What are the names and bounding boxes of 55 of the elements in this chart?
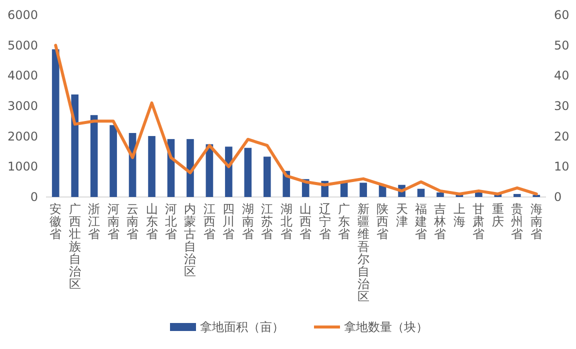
- x-tick-label: 重庆: [492, 202, 504, 228]
- bar: [417, 188, 425, 197]
- x-tick-label: 贵州省: [511, 202, 524, 241]
- x-tick-label: 四川省: [222, 202, 235, 241]
- x-tick-label: 云南省: [126, 202, 139, 241]
- bar: [264, 156, 271, 197]
- bar: [148, 136, 156, 197]
- y-tick-label: 5000: [7, 38, 38, 52]
- bar: [436, 192, 444, 197]
- x-tick-label: 上海: [453, 202, 466, 228]
- bar: [52, 49, 60, 197]
- x-tick-label: 天津: [396, 202, 408, 228]
- y2-tick-label: 40: [554, 68, 570, 83]
- x-tick-label: 山东省: [146, 202, 158, 241]
- y-tick-label: 0: [30, 190, 38, 204]
- x-tick-label: 江西省: [203, 202, 216, 241]
- x-tick-label: 湖南省: [242, 202, 254, 241]
- y2-tick-label: 10: [554, 160, 570, 174]
- x-tick-label: 新疆维吾尔自治区: [357, 202, 370, 304]
- x-tick-label: 河北省: [165, 202, 177, 241]
- x-tick-label: 福建省: [414, 202, 427, 241]
- bar: [186, 139, 194, 197]
- x-tick-label: 湖北省: [280, 202, 292, 241]
- x-tick-label: 甘肃省: [472, 202, 485, 241]
- y2-tick-label: 30: [554, 99, 570, 113]
- y-tick-label: 1000: [7, 160, 38, 174]
- legend-label: 拿地数量（块）: [344, 320, 428, 334]
- y-tick-label: 3000: [7, 99, 38, 113]
- x-tick-label: 陕西省: [376, 202, 389, 241]
- bar: [225, 146, 232, 197]
- x-tick-label: 河南省: [107, 202, 120, 241]
- bar: [90, 115, 98, 197]
- x-tick-label: 山西省: [300, 202, 312, 241]
- x-tick-label: 江苏省: [261, 202, 274, 241]
- x-tick-label: 吉林省: [433, 202, 446, 241]
- x-tick-label: 广西壮族自治区: [68, 202, 81, 291]
- legend-label: 拿地面积（亩）: [200, 320, 284, 334]
- y2-tick-label: 0: [554, 190, 562, 204]
- y2-tick-label: 20: [554, 129, 570, 144]
- x-tick-label: 广东省: [338, 202, 350, 241]
- bar: [360, 182, 367, 197]
- y-tick-label: 4000: [7, 68, 38, 83]
- y-tick-label: 2000: [7, 129, 38, 144]
- x-tick-label: 辽宁省: [318, 202, 331, 241]
- bar: [244, 148, 252, 197]
- bar: [71, 94, 78, 197]
- y2-tick-label: 60: [554, 8, 570, 22]
- y-tick-label: 6000: [7, 8, 38, 22]
- y2-tick-label: 50: [554, 38, 570, 52]
- x-tick-label: 浙江省: [88, 202, 100, 241]
- bar: [514, 194, 521, 197]
- x-tick-label: 安徽省: [50, 202, 62, 241]
- bar: [110, 125, 117, 197]
- x-tick-label: 海南省: [530, 202, 542, 241]
- x-tick-label: 内蒙古自治区: [184, 202, 196, 278]
